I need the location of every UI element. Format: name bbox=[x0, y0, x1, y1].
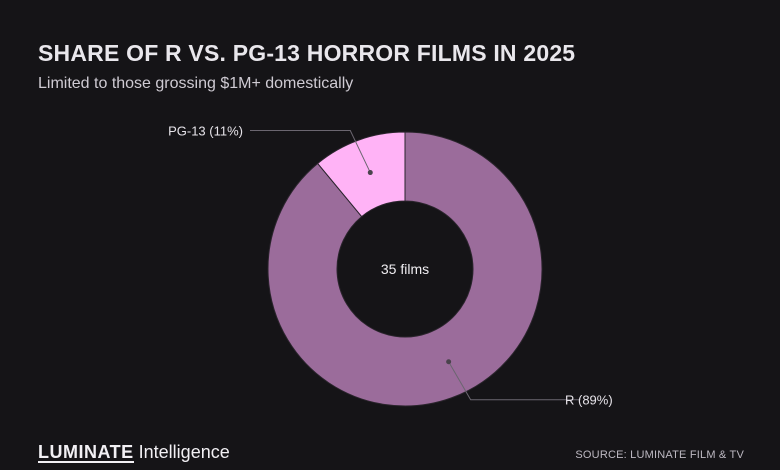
donut-slice-pg13 bbox=[316, 131, 406, 218]
leader-line-r bbox=[448, 361, 581, 401]
donut-slice-r bbox=[267, 131, 543, 407]
leader-dot-r bbox=[446, 359, 452, 365]
logo-suffix: Intelligence bbox=[138, 442, 230, 462]
leader-dot-pg13 bbox=[367, 170, 373, 176]
leader-line-pg13 bbox=[250, 130, 371, 173]
chart-subtitle: Limited to those grossing $1M+ domestica… bbox=[38, 75, 354, 92]
chart-title: SHARE OF R VS. PG-13 HORROR FILMS IN 202… bbox=[38, 40, 576, 66]
slice-label-pg13: PG-13 (11%) bbox=[168, 124, 243, 139]
center-label: 35 films bbox=[381, 261, 429, 277]
logo-wordmark: LUMINATE bbox=[38, 441, 134, 463]
source-note: SOURCE: LUMINATE FILM & TV bbox=[575, 449, 744, 461]
slice-label-r: R (89%) bbox=[565, 393, 613, 408]
luminate-logo: LUMINATE Intelligence bbox=[38, 442, 230, 463]
